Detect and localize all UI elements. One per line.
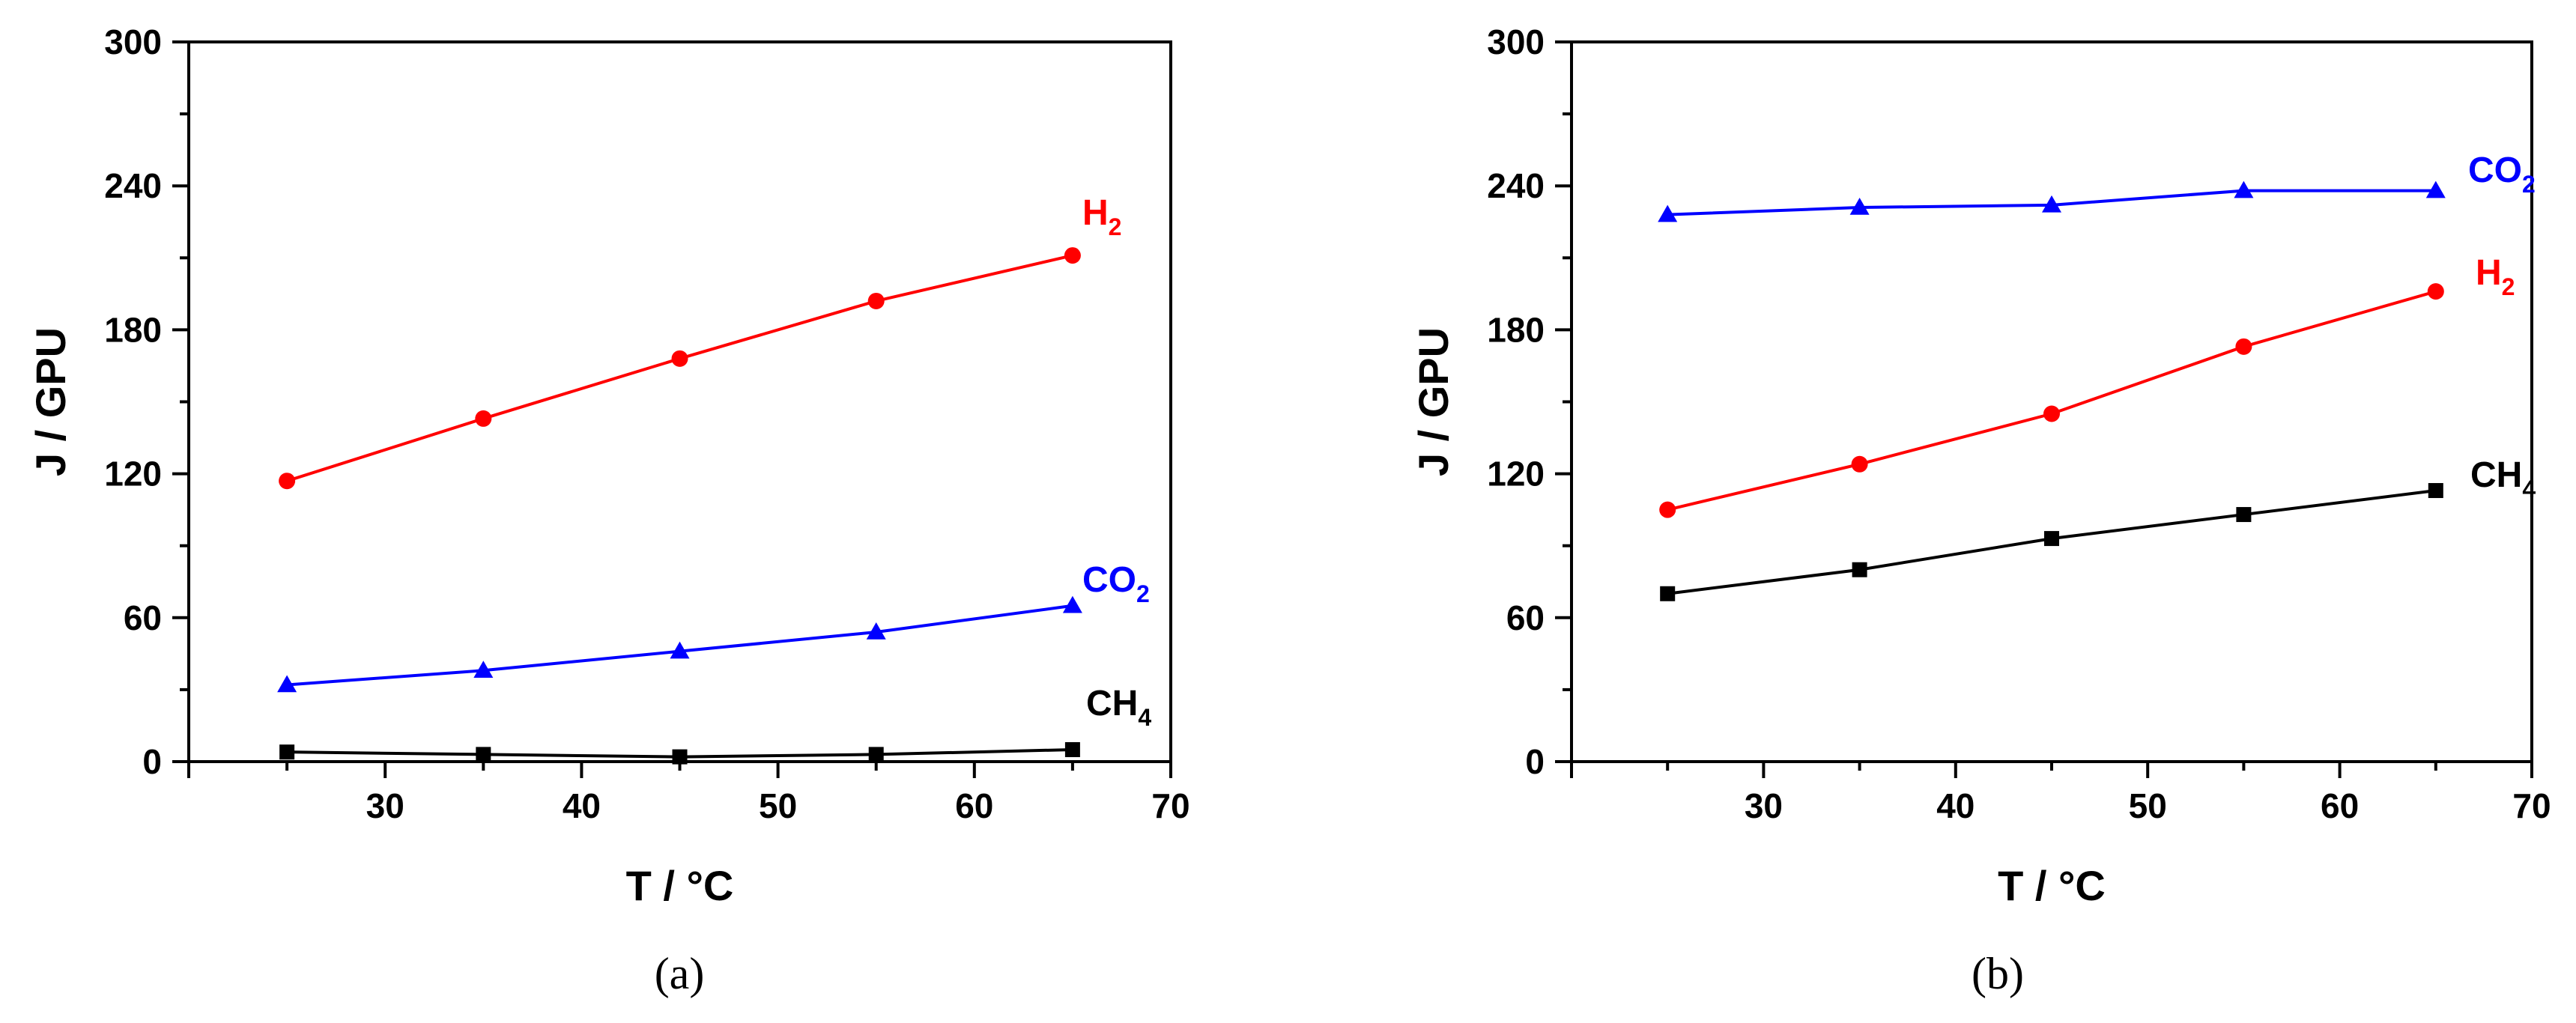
- panel-a-ch4-point: [868, 747, 884, 762]
- panel-a-y-tick-label: 300: [104, 22, 162, 61]
- panel-a-y-tick-label: 120: [104, 455, 162, 494]
- panel-a-h2-label: H2: [1082, 193, 1121, 240]
- panel-b-h2-point: [2427, 283, 2444, 300]
- panel-b-co2-label: CO2: [2468, 151, 2536, 198]
- panel-a-co2-point: [670, 641, 690, 659]
- panel-b-y-tick-label: 180: [1487, 310, 1545, 349]
- panel-b: 30 40 50 60 70 0 60 120 180 240 300 T / °C J / GPU CO…: [1410, 22, 2551, 998]
- panel-a-h2-point: [1064, 247, 1081, 264]
- panel-b-co2-point: [2234, 180, 2254, 198]
- panel-b-ch4-point: [1852, 562, 1867, 577]
- panel-a-y-axis-title: J / GPU: [27, 327, 74, 476]
- panel-a-ch4-label: CH4: [1086, 684, 1151, 731]
- panel-b-co2-point: [2042, 195, 2061, 213]
- panel-a-y-tick-label: 60: [124, 598, 162, 637]
- panel-b-co2-point: [1849, 198, 1870, 215]
- panel-b-ch4-point: [2236, 507, 2252, 523]
- panel-a-ch4-point: [1064, 741, 1080, 757]
- panel-a-panel-label: (a): [655, 949, 705, 998]
- panel-b-h2-label: H2: [2476, 253, 2515, 300]
- panel-b-h2-line: [1667, 290, 2437, 511]
- panel-a-co2-point: [277, 675, 297, 693]
- panel-a-x-tick-label: 70: [1151, 786, 1189, 825]
- panel-a-co2-label: CO2: [1082, 560, 1150, 607]
- panel-b-panel-label: (b): [1972, 949, 2024, 998]
- panel-a-co2-point: [1062, 595, 1082, 613]
- panel-a-y-tick-label: 0: [142, 742, 162, 781]
- panel-a-y-tick-label: 180: [104, 310, 162, 349]
- panel-a-x-tick-label: 30: [366, 786, 404, 825]
- panel-b-ch4-point: [1660, 586, 1676, 601]
- panel-a: 30 40 50 60 70 0 60 120 180 240 300 T / °C J / GPU H2…: [27, 22, 1190, 998]
- panel-a-h2-point: [279, 473, 296, 490]
- panel-b-y-tick-label: 300: [1487, 22, 1545, 61]
- panel-b-co2-point: [2425, 180, 2446, 198]
- panel-a-x-tick-label: 50: [759, 786, 797, 825]
- panel-a-y-tick-label: 240: [104, 166, 162, 205]
- panel-b-y-tick-label: 60: [1506, 598, 1545, 637]
- panel-a-x-tick-label: 40: [563, 786, 601, 825]
- panel-b-x-tick-label: 50: [2129, 786, 2167, 825]
- panel-b-h2-point: [1659, 501, 1676, 518]
- panel-b-ch4-label: CH4: [2470, 455, 2536, 503]
- panel-b-ch4-point: [2044, 531, 2059, 547]
- panel-a-ch4-point: [672, 749, 688, 765]
- panel-b-y-axis-title: J / GPU: [1410, 327, 1457, 476]
- panel-a-h2-point: [867, 292, 885, 309]
- panel-b-x-axis-title: T / °C: [1998, 862, 2106, 909]
- panel-a-co2-point: [866, 622, 886, 640]
- panel-b-y-tick-label: 0: [1525, 742, 1545, 781]
- panel-b-x-tick-label: 70: [2512, 786, 2551, 825]
- panel-b-x-tick-label: 30: [1745, 786, 1783, 825]
- panel-b-x-tick-label: 40: [1936, 786, 1975, 825]
- panel-b-plot-frame: [1570, 40, 2533, 763]
- panel-a-x-axis-title: T / °C: [626, 862, 734, 909]
- panel-b-h2-point: [2235, 338, 2252, 355]
- panel-b-y-tick-label: 240: [1487, 166, 1545, 205]
- panel-a-h2-line: [286, 254, 1073, 483]
- panel-b-co2-point: [1658, 204, 1678, 222]
- panel-b-x-tick-label: 60: [2321, 786, 2359, 825]
- panel-a-x-tick-label: 60: [955, 786, 993, 825]
- panel-a-ch4-point: [279, 744, 295, 760]
- panel-b-h2-point: [2043, 405, 2060, 422]
- panel-b-h2-point: [1851, 455, 1868, 473]
- panel-a-h2-point: [671, 350, 688, 367]
- panel-a-h2-point: [475, 410, 492, 427]
- panel-b-ch4-point: [2428, 483, 2443, 499]
- panel-a-co2-point: [473, 661, 494, 679]
- panel-a-ch4-point: [476, 747, 491, 762]
- panel-b-y-tick-label: 120: [1487, 455, 1545, 494]
